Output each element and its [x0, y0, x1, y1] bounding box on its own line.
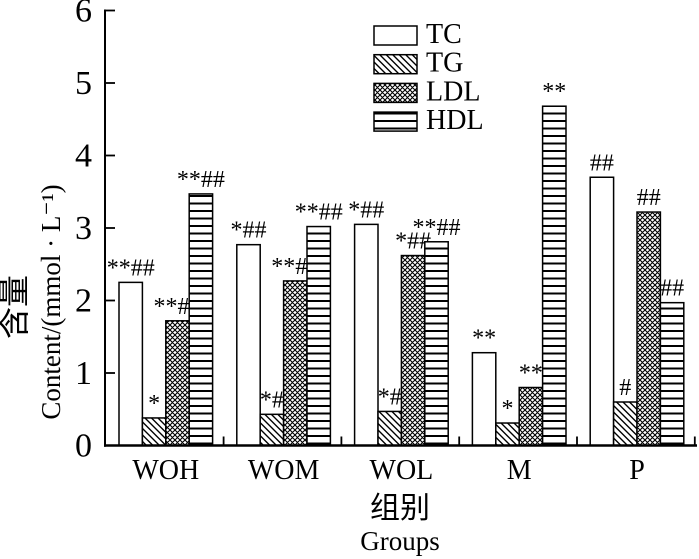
- category-label-WOH: WOH: [132, 455, 199, 486]
- bar-WOM-TC: [236, 243, 261, 447]
- bar-M-HDL: [541, 105, 567, 447]
- legend-label-LDL: LDL: [426, 76, 480, 107]
- category-label-M: M: [507, 455, 532, 486]
- bar-P-HDL: [659, 301, 685, 447]
- y-tick-label-1: 1: [75, 355, 92, 392]
- y-axis-label-en: Content/(mmol · L⁻¹): [36, 184, 66, 419]
- bar-M-TG: [495, 422, 520, 447]
- y-tick-label-5: 5: [75, 65, 92, 102]
- annotation-M-HDL: **: [542, 79, 566, 105]
- bar-WOL-LDL: [400, 254, 426, 447]
- bar-WOL-HDL: [424, 241, 449, 447]
- annotation-WOM-TC: *##: [231, 218, 267, 244]
- legend-label-TG: TG: [426, 48, 463, 79]
- annotation-WOL-TC: *##: [348, 197, 384, 223]
- bar-WOM-HDL: [306, 225, 332, 447]
- category-label-WOL: WOL: [370, 455, 434, 486]
- annotation-P-HDL: ##: [660, 276, 684, 302]
- legend-swatch-HDL: [373, 111, 418, 132]
- y-tick-label-0: 0: [75, 428, 92, 465]
- annotation-WOM-HDL: **##: [295, 200, 343, 226]
- annotation-P-TC: ##: [590, 150, 614, 176]
- y-tick-label-6: 6: [75, 0, 92, 30]
- bar-WOH-TG: [141, 417, 167, 447]
- annotation-WOM-TG: *#: [260, 387, 284, 413]
- bar-WOH-HDL: [188, 193, 214, 447]
- bar-P-LDL: [636, 211, 662, 447]
- x-axis-label-zh: 组别: [370, 492, 430, 525]
- legend-swatch-TC: [373, 25, 418, 46]
- annotation-WOH-TC: **##: [107, 255, 155, 281]
- legend-label-HDL: HDL: [426, 105, 484, 136]
- annotation-P-LDL: ##: [637, 185, 661, 211]
- bar-M-LDL: [518, 386, 544, 447]
- annotation-WOH-TG: *: [148, 391, 160, 417]
- bar-WOL-TG: [377, 410, 403, 447]
- category-label-WOM: WOM: [248, 455, 320, 486]
- legend-swatch-TG: [373, 53, 418, 75]
- category-label-P: P: [629, 455, 645, 486]
- y-axis-label-zh: 含量: [0, 275, 32, 339]
- y-tick-label-2: 2: [75, 283, 92, 320]
- bar-WOL-TC: [353, 223, 379, 447]
- legend-swatch-LDL: [373, 82, 418, 104]
- annotation-M-LDL: **: [519, 361, 543, 387]
- bar-M-TC: [471, 351, 497, 447]
- annotation-WOL-HDL: **##: [413, 215, 461, 241]
- y-tick-label-3: 3: [75, 210, 92, 247]
- bar-WOH-LDL: [165, 320, 190, 447]
- y-tick-label-4: 4: [75, 138, 92, 175]
- annotation-M-TC: **: [472, 326, 496, 352]
- annotation-WOL-TG: *#: [378, 384, 402, 410]
- legend-label-TC: TC: [426, 19, 462, 50]
- x-axis-label-en: Groups: [360, 526, 440, 556]
- bar-WOM-LDL: [282, 280, 308, 447]
- bar-P-TC: [589, 176, 615, 447]
- annotation-WOH-HDL: **##: [177, 167, 225, 193]
- bar-P-TG: [612, 401, 638, 447]
- bar-WOM-TG: [259, 413, 285, 447]
- annotation-P-TG: #: [619, 375, 631, 401]
- annotation-M-TG: *: [502, 396, 514, 422]
- bar-WOH-TC: [118, 281, 144, 447]
